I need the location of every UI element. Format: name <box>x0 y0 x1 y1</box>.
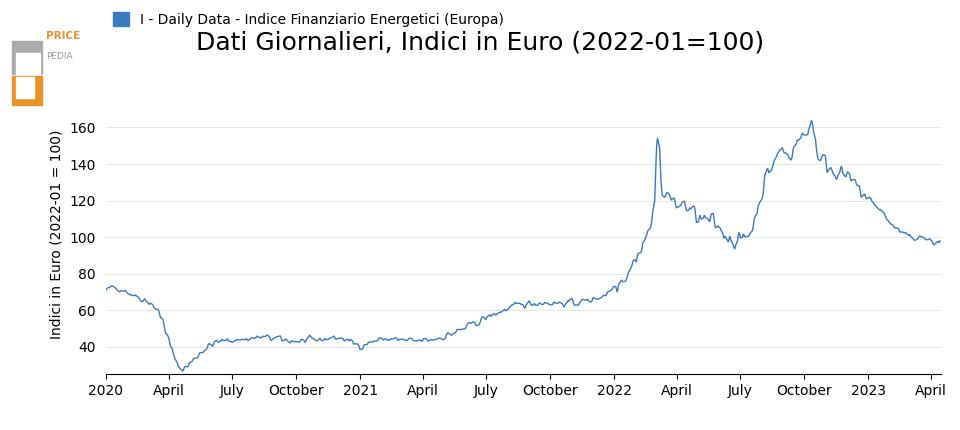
Y-axis label: Indici in Euro (2022-01 = 100): Indici in Euro (2022-01 = 100) <box>50 130 63 339</box>
Bar <box>12 41 42 74</box>
Text: PRICE: PRICE <box>46 31 81 41</box>
Bar <box>16 53 40 79</box>
Bar <box>16 77 34 98</box>
Text: PEDIA: PEDIA <box>46 52 73 61</box>
Legend: I - Daily Data - Indice Finanziario Energetici (Europa): I - Daily Data - Indice Finanziario Ener… <box>112 12 504 27</box>
Bar <box>12 76 42 105</box>
Text: Dati Giornalieri, Indici in Euro (2022-01=100): Dati Giornalieri, Indici in Euro (2022-0… <box>196 30 764 54</box>
